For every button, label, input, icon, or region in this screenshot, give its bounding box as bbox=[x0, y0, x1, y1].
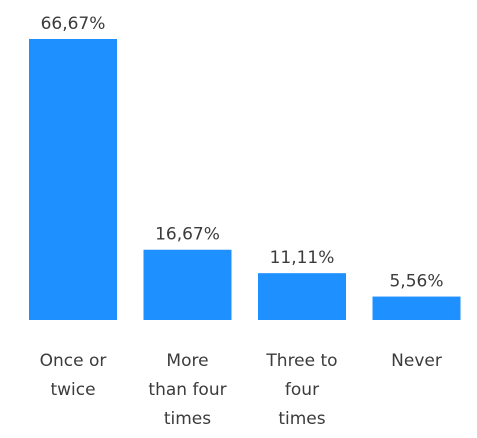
data-label-1: 16,67% bbox=[155, 225, 220, 245]
category-label-0-line-0: Once or bbox=[40, 351, 107, 371]
bar-1 bbox=[143, 249, 232, 320]
bar-0 bbox=[29, 39, 117, 320]
bar-2 bbox=[258, 273, 346, 320]
category-label-2-line-1: four bbox=[285, 380, 319, 400]
bar-3 bbox=[372, 296, 461, 320]
category-label-0-line-1: twice bbox=[50, 380, 95, 400]
category-label-2-line-0: Three to bbox=[265, 351, 337, 371]
category-label-2-line-2: times bbox=[278, 409, 325, 429]
category-label-1-line-2: times bbox=[164, 409, 211, 429]
category-label-1-line-1: than four bbox=[148, 380, 226, 400]
data-label-2: 11,11% bbox=[270, 248, 335, 268]
data-label-0: 66,67% bbox=[41, 14, 106, 34]
data-label-3: 5,56% bbox=[389, 272, 443, 292]
category-label-1-line-0: More bbox=[166, 351, 208, 371]
category-label-3-line-0: Never bbox=[391, 351, 442, 371]
